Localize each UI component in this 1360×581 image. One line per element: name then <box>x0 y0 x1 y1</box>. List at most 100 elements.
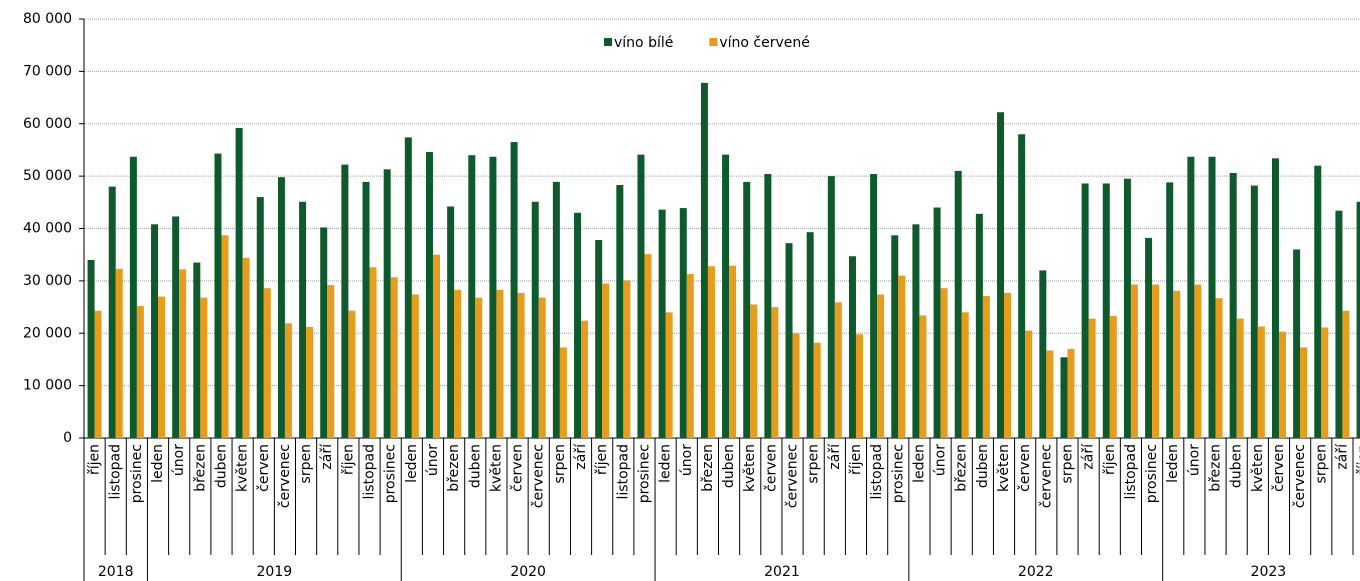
bar <box>834 302 842 438</box>
bar <box>722 154 730 438</box>
bar <box>855 334 863 438</box>
bar <box>686 274 694 438</box>
bar <box>475 297 483 438</box>
bar <box>454 289 462 438</box>
bar <box>848 256 856 438</box>
bar <box>997 112 1005 438</box>
bar <box>559 347 567 438</box>
bar <box>877 294 885 438</box>
x-tick-label: červenec <box>277 444 293 508</box>
bar <box>517 292 525 438</box>
x-tick-label: prosinec <box>129 444 145 503</box>
x-tick-label: říjen <box>1102 444 1118 475</box>
group-label: 2018 <box>98 564 134 580</box>
bar <box>1215 298 1223 438</box>
x-tick-label: květen <box>996 444 1012 492</box>
x-tick-label: leden <box>911 444 927 483</box>
x-tick-label: leden <box>150 444 166 483</box>
bar <box>1145 237 1153 438</box>
bar <box>827 176 835 438</box>
bar <box>136 306 144 438</box>
bar <box>1109 315 1117 438</box>
bar <box>306 326 314 438</box>
x-tick-label: září <box>573 443 589 470</box>
bar <box>1173 290 1181 438</box>
x-tick-label: květen <box>488 444 504 492</box>
bar <box>1314 165 1322 438</box>
bar <box>242 257 250 438</box>
x-tick-label: prosinec <box>636 444 652 503</box>
x-tick-label: leden <box>658 444 674 483</box>
group-label: 2022 <box>1018 564 1054 580</box>
bar <box>404 137 412 438</box>
bar <box>468 155 476 439</box>
bar <box>235 127 243 438</box>
bar <box>1130 284 1138 438</box>
bar <box>1257 326 1265 438</box>
x-tick-label: říjen <box>87 444 103 475</box>
x-tick-label: červen <box>1017 444 1033 492</box>
group-label: 2020 <box>510 564 546 580</box>
bar <box>108 186 116 438</box>
bar <box>813 342 821 438</box>
x-tick-label: červen <box>1271 444 1287 492</box>
bar <box>595 240 603 438</box>
y-tick-label: 10 000 <box>23 378 72 394</box>
bar <box>1166 182 1174 438</box>
bar <box>637 154 645 438</box>
bar <box>1278 331 1286 438</box>
bar <box>200 297 208 438</box>
x-tick-label: červen <box>510 444 526 492</box>
bar <box>1187 156 1195 438</box>
x-tick-label: listopad <box>615 444 631 499</box>
bar <box>299 201 307 438</box>
bar <box>369 267 377 438</box>
x-tick-label: prosinec <box>890 444 906 503</box>
bar <box>1060 357 1068 438</box>
bar <box>665 312 673 438</box>
bar <box>341 164 349 439</box>
bar <box>785 243 793 438</box>
bar <box>707 266 715 438</box>
bar <box>1321 327 1329 438</box>
bar <box>362 181 370 439</box>
x-tick-label: září <box>827 443 843 470</box>
x-tick-label: listopad <box>108 444 124 499</box>
bar <box>764 174 772 438</box>
bar <box>1300 347 1308 438</box>
bar <box>933 207 941 438</box>
bar <box>1102 183 1110 438</box>
x-tick-label: červenec <box>785 444 801 508</box>
x-tick-label: červen <box>256 444 272 492</box>
y-tick-label: 40 000 <box>23 221 72 237</box>
bar <box>94 310 102 438</box>
bar <box>277 177 285 439</box>
x-tick-label: duben <box>721 444 737 488</box>
bar <box>1081 183 1089 438</box>
bar <box>581 320 589 438</box>
group-label: 2023 <box>1251 564 1287 580</box>
x-tick-label: červenec <box>1038 444 1054 508</box>
x-tick-label: září <box>319 443 335 470</box>
x-tick-label: únor <box>933 444 949 476</box>
x-tick-label: květen <box>1250 444 1266 492</box>
bar <box>411 294 419 438</box>
bar <box>390 277 398 438</box>
bar <box>1088 318 1096 438</box>
bar <box>919 315 927 438</box>
y-tick-label: 60 000 <box>23 116 72 132</box>
x-tick-label: květen <box>742 444 758 492</box>
bar <box>623 280 631 438</box>
bar <box>1025 330 1033 438</box>
bar <box>1123 178 1131 438</box>
x-tick-label: listopad <box>362 444 378 499</box>
x-tick-label: únor <box>679 444 695 476</box>
bar <box>1236 318 1244 438</box>
bar <box>538 297 546 438</box>
group-label: 2021 <box>764 564 800 580</box>
x-tick-label: červen <box>763 444 779 492</box>
x-tick-label: květen <box>235 444 251 492</box>
legend-swatch <box>604 38 612 46</box>
bar <box>447 206 455 438</box>
